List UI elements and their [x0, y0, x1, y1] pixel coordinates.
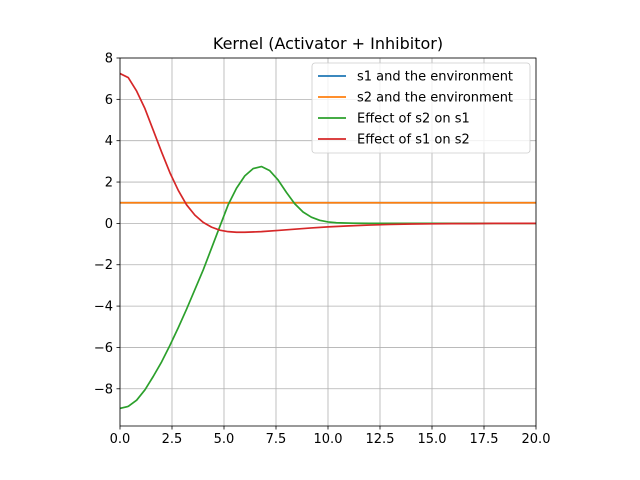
y-tick-label: −6	[94, 341, 113, 356]
x-tick-label: 17.5	[470, 432, 499, 447]
y-tick-label: 6	[105, 93, 113, 108]
x-tick-label: 15.0	[418, 432, 447, 447]
x-tick-label: 10.0	[314, 432, 343, 447]
x-tick-label: 5.0	[214, 432, 235, 447]
y-tick-label: 2	[105, 176, 113, 191]
legend-box	[311, 62, 531, 154]
y-tick-label: 0	[105, 217, 113, 232]
series-line-4	[120, 72, 536, 234]
x-tick-label: 0.0	[110, 432, 131, 447]
ticks: 0.0 2.5 5.0 7.5 10.0 12.5 15.0 17.5 20.0 −8 −6 −4 −2…	[94, 52, 551, 448]
legend-label: s1 and the environment	[357, 70, 513, 85]
legend: s1 and the environment s2 and the environ…	[311, 62, 531, 154]
x-tick-label: 7.5	[266, 432, 287, 447]
chart-title: Kernel (Activator + Inhibitor)	[213, 34, 443, 53]
y-tick-label: −2	[94, 258, 113, 273]
y-tick-label: −8	[94, 382, 113, 397]
series-layer	[120, 72, 536, 410]
x-tick-label: 20.0	[522, 432, 551, 447]
y-tick-label: 4	[105, 134, 113, 149]
y-tick-label: 8	[105, 52, 113, 67]
legend-label: s2 and the environment	[357, 91, 513, 106]
x-tick-label: 2.5	[162, 432, 183, 447]
legend-label: Effect of s1 on s2	[357, 133, 470, 148]
series-line-3	[120, 165, 536, 410]
y-tick-label: −4	[94, 300, 113, 315]
x-tick-label: 12.5	[366, 432, 395, 447]
legend-label: Effect of s2 on s1	[357, 112, 470, 127]
